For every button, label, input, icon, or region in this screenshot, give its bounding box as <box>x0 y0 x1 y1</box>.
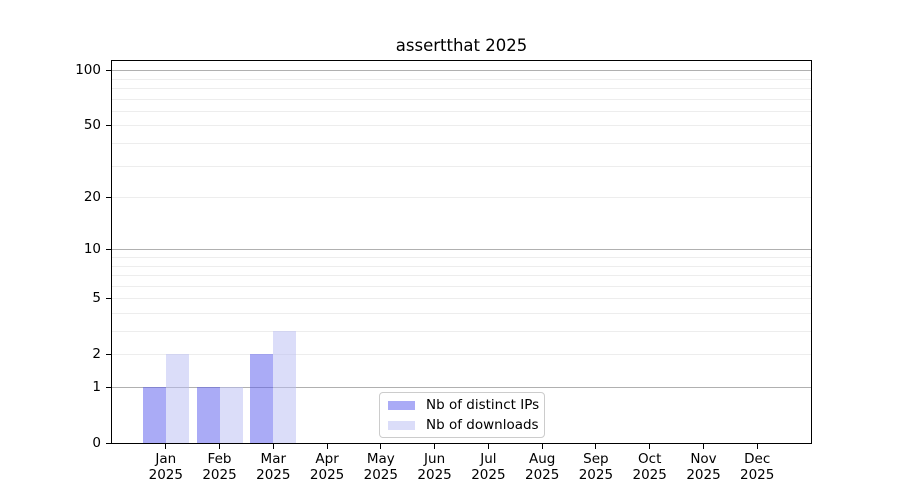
bar-downloads-mar <box>273 331 297 443</box>
bar-distinct-ips-feb <box>196 387 220 443</box>
x-axis-tick-mark <box>272 444 274 449</box>
gridline-minor <box>112 275 811 276</box>
gridline-minor <box>112 87 811 89</box>
y-axis-tick-label: 100 <box>75 62 101 79</box>
x-axis-tick-label: Feb 2025 <box>202 451 237 483</box>
bar-downloads-jan <box>165 354 189 443</box>
legend-row: Nb of distinct IPs <box>388 397 544 414</box>
x-axis-tick-mark <box>702 444 705 449</box>
x-axis-tick-label: Jan 2025 <box>148 451 183 483</box>
bar-downloads-feb <box>219 387 243 443</box>
gridline-minor <box>112 298 811 300</box>
x-axis-tick-mark <box>380 444 382 449</box>
x-axis-tick-label: Apr 2025 <box>309 451 345 483</box>
gridline-minor <box>112 125 811 127</box>
y-axis-tick-mark <box>106 69 112 71</box>
y-axis-tick-label: 20 <box>83 189 101 205</box>
gridline-minor <box>112 110 811 112</box>
y-axis-tick-mark <box>106 297 112 299</box>
gridline-minor <box>112 197 811 198</box>
gridline-minor <box>112 285 811 287</box>
x-axis-tick-mark <box>649 444 651 449</box>
gridline-minor <box>112 98 811 100</box>
x-axis-tick-label: Jul 2025 <box>471 451 506 483</box>
gridline-minor <box>112 142 811 144</box>
x-axis-tick-label: Aug 2025 <box>525 451 560 483</box>
bar-distinct-ips-jan <box>142 387 166 443</box>
bar-distinct-ips-mar <box>250 354 274 443</box>
x-axis-tick-mark <box>541 444 543 449</box>
y-axis-tick-mark <box>106 386 112 388</box>
legend: Nb of distinct IPs Nb of downloads <box>379 392 545 438</box>
x-axis-tick-label: Mar 2025 <box>256 451 291 483</box>
x-axis-tick-mark <box>487 444 489 449</box>
gridline-major <box>112 70 811 72</box>
x-axis-tick-label: Oct 2025 <box>632 451 667 483</box>
legend-swatch-downloads <box>388 420 415 430</box>
gridline-minor <box>112 78 811 80</box>
y-axis-tick-label: 10 <box>83 241 101 258</box>
y-axis-tick-mark <box>106 353 112 355</box>
gridline-minor <box>112 256 811 258</box>
y-axis-tick-label: 1 <box>92 379 101 395</box>
legend-label-distinct-ips: Nb of distinct IPs <box>426 396 540 413</box>
x-axis-tick-mark <box>218 444 221 449</box>
y-axis-tick-label: 0 <box>92 435 101 451</box>
x-axis-tick-mark <box>756 444 758 449</box>
x-axis-tick-mark <box>595 444 597 449</box>
gridline-minor <box>112 165 811 167</box>
x-axis-tick-mark <box>326 444 328 449</box>
legend-label-downloads: Nb of downloads <box>426 416 539 433</box>
gridline-major <box>112 387 811 388</box>
gridline-minor <box>112 354 811 356</box>
x-axis-tick-mark <box>434 444 436 449</box>
chart-title: assertthat 2025 <box>395 36 528 55</box>
gridline-minor <box>112 312 811 314</box>
x-axis-tick-label: Nov 2025 <box>686 451 721 483</box>
x-axis-tick-label: Jun 2025 <box>417 451 452 483</box>
legend-swatch-distinct-ips <box>388 400 415 410</box>
y-axis-tick-label: 50 <box>83 117 101 134</box>
gridline-minor <box>112 265 811 267</box>
legend-row: Nb of downloads <box>388 417 544 434</box>
x-axis-tick-label: Sep 2025 <box>578 451 614 483</box>
gridline-minor <box>112 331 811 332</box>
y-axis-tick-mark <box>106 124 112 126</box>
gridline-major <box>112 249 811 251</box>
y-axis-tick-label: 5 <box>92 290 101 307</box>
y-axis-tick-mark <box>106 196 112 198</box>
x-axis-tick-label: Dec 2025 <box>740 451 775 483</box>
y-axis-tick-mark <box>106 248 112 250</box>
x-axis-tick-label: May 2025 <box>363 451 398 483</box>
y-axis-tick-mark <box>106 442 112 444</box>
x-axis-tick-mark <box>165 444 167 449</box>
y-axis-tick-label: 2 <box>92 346 101 363</box>
